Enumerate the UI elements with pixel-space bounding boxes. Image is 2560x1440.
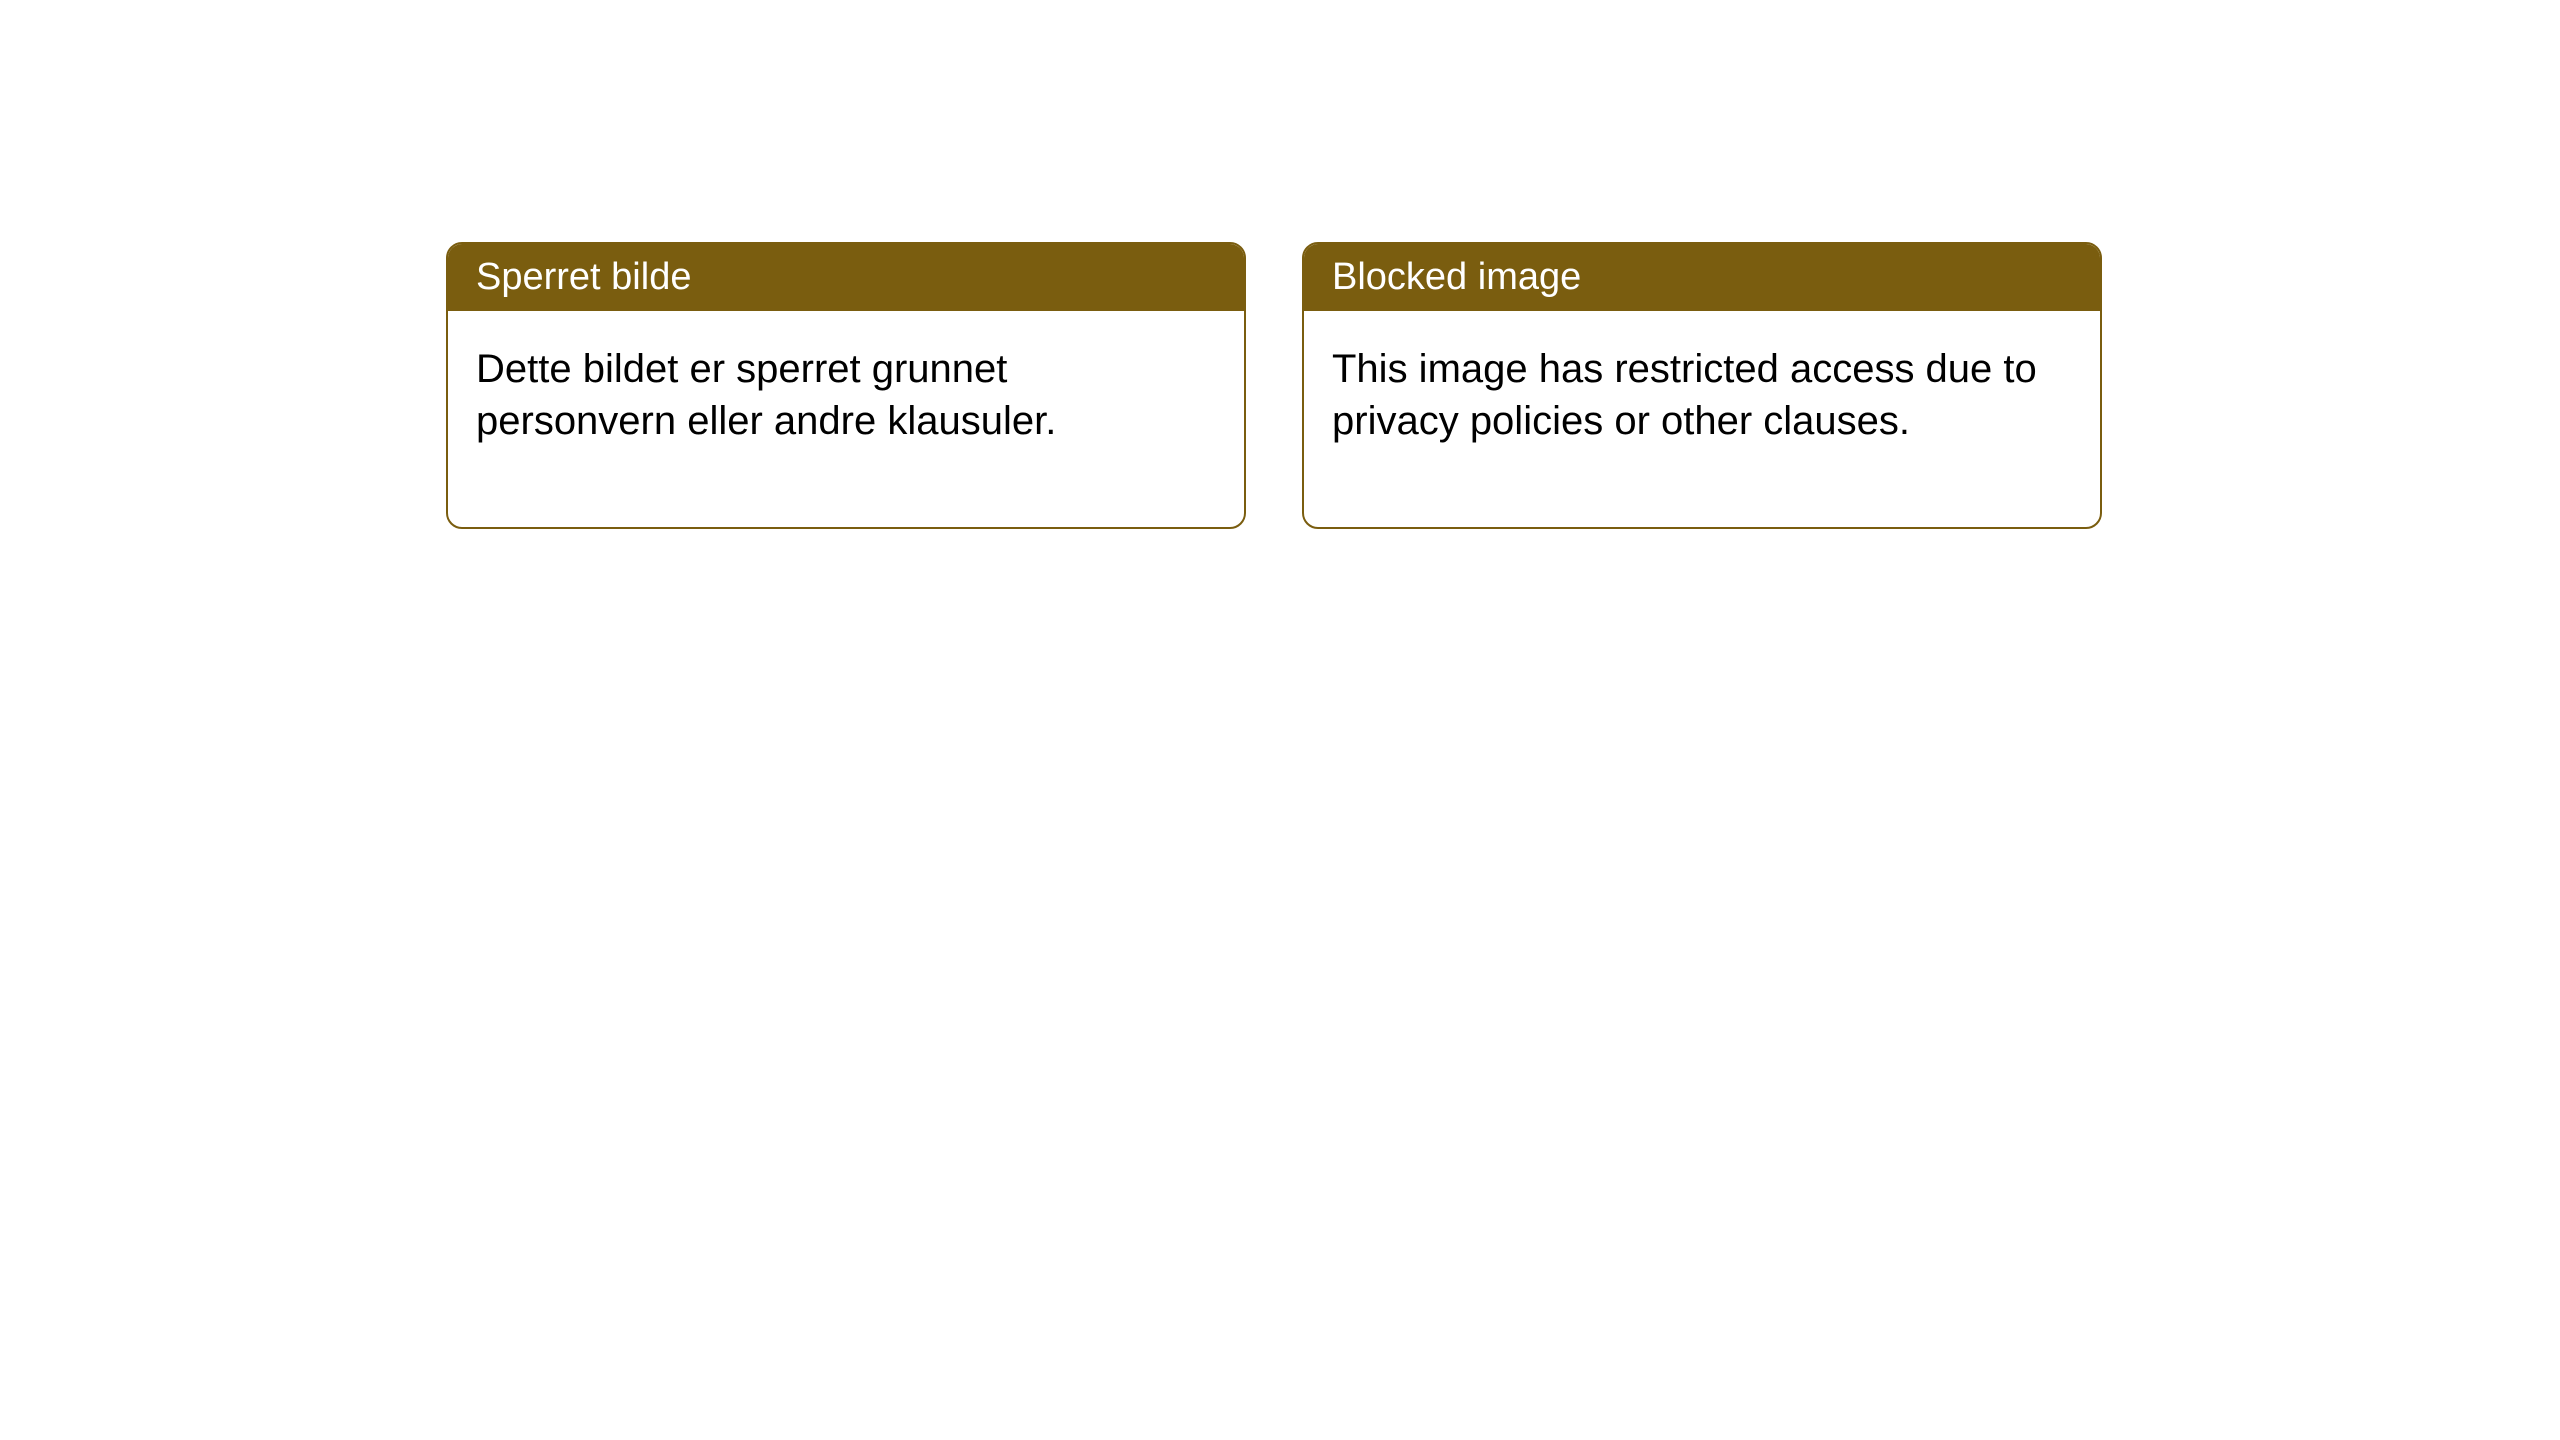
card-english: Blocked image This image has restricted …	[1302, 242, 2102, 529]
cards-container: Sperret bilde Dette bildet er sperret gr…	[446, 242, 2102, 529]
card-norwegian: Sperret bilde Dette bildet er sperret gr…	[446, 242, 1246, 529]
card-body-english: This image has restricted access due to …	[1304, 311, 2100, 527]
card-body-norwegian: Dette bildet er sperret grunnet personve…	[448, 311, 1244, 527]
card-header-norwegian: Sperret bilde	[448, 244, 1244, 311]
card-header-english: Blocked image	[1304, 244, 2100, 311]
